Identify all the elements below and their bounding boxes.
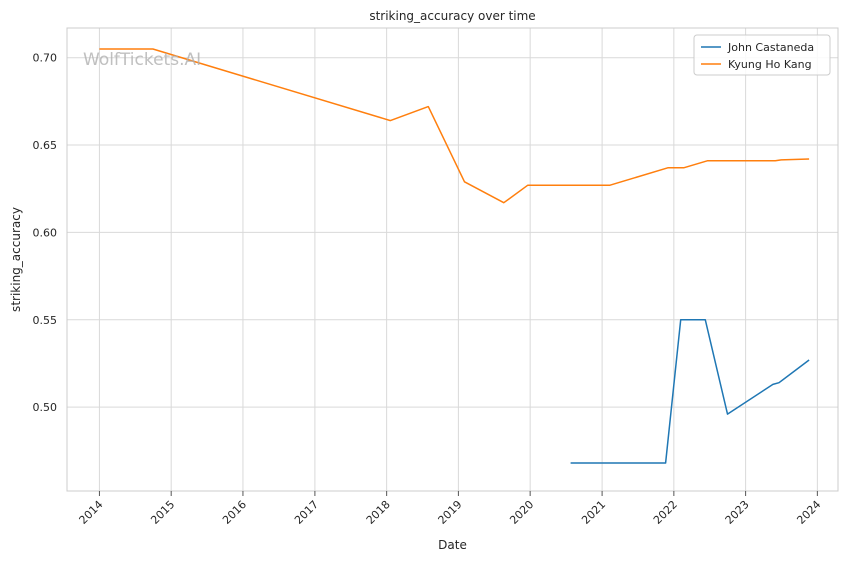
legend-label: Kyung Ho Kang [728, 58, 812, 71]
x-tick-label: 2021 [579, 498, 608, 527]
series-line-john-castaneda [570, 319, 810, 464]
x-tick-label: 2016 [220, 498, 249, 527]
plot-area-frame [66, 27, 839, 492]
y-tick-label: 0.65 [33, 139, 58, 152]
y-tick-label: 0.50 [33, 401, 58, 414]
x-axis-ticks: 2014 2015 2016 2017 2018 2019 2020 2021 2022 2023… [77, 491, 823, 527]
legend-label: John Castaneda [727, 41, 814, 54]
watermark-text: WolfTickets.AI [83, 50, 201, 70]
y-axis-ticks: 0.50 0.55 0.60 0.65 0.70 [33, 52, 58, 414]
y-axis-label: striking_accuracy [9, 207, 23, 312]
x-tick-label: 2022 [651, 498, 680, 527]
y-tick-label: 0.70 [33, 52, 58, 65]
x-tick-label: 2017 [292, 498, 321, 527]
x-tick-label: 2018 [364, 498, 393, 527]
x-tick-label: 2015 [148, 498, 177, 527]
series-line-kyung-ho-kang [99, 48, 810, 204]
x-tick-label: 2019 [436, 498, 465, 527]
x-tick-label: 2014 [77, 498, 106, 527]
legend: John Castaneda Kyung Ho Kang [693, 34, 831, 76]
y-tick-label: 0.60 [33, 226, 58, 239]
grid-lines [67, 28, 838, 491]
x-tick-label: 2020 [507, 498, 536, 527]
legend-box [693, 34, 831, 76]
x-axis-label: Date [438, 538, 467, 552]
x-tick-label: 2023 [723, 498, 752, 527]
y-tick-label: 0.55 [33, 314, 58, 327]
x-tick-label: 2024 [794, 498, 823, 527]
series-layer [99, 48, 810, 464]
chart-title: striking_accuracy over time [369, 9, 535, 23]
